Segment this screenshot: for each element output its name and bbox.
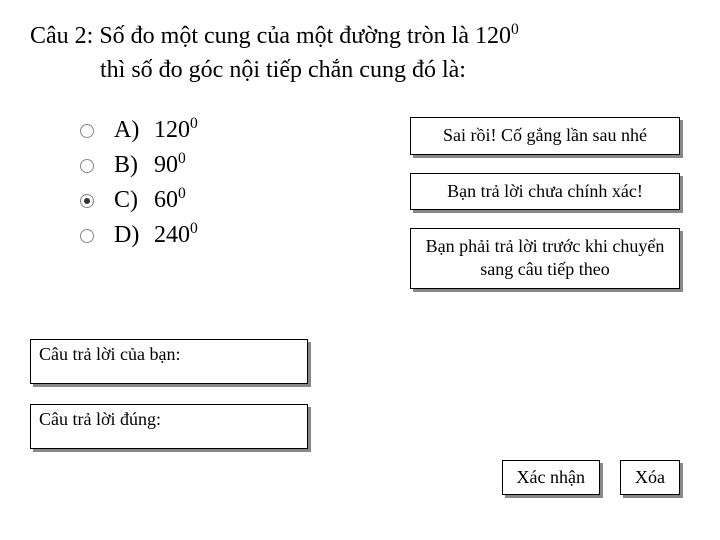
radio-a[interactable]: [80, 124, 94, 138]
question-line1-exp: 0: [511, 21, 519, 38]
clear-button[interactable]: Xóa: [620, 460, 680, 495]
option-d-label: D): [114, 222, 154, 249]
question-line2: thì số đo góc nội tiếp chắn cung đó là:: [30, 54, 690, 88]
option-d-value: 2400: [154, 222, 198, 249]
your-answer-box: Câu trả lời của bạn:: [30, 339, 308, 384]
radio-d[interactable]: [80, 229, 94, 243]
answer-boxes: Câu trả lời của bạn: Câu trả lời đúng:: [30, 339, 690, 449]
radio-b[interactable]: [80, 159, 94, 173]
question-text: Câu 2: Số đo một cung của một đường tròn…: [30, 20, 690, 87]
button-row: Xác nhận Xóa: [502, 460, 680, 495]
option-c-value: 600: [154, 187, 186, 214]
option-a-value: 1200: [154, 117, 198, 144]
option-d[interactable]: D) 2400: [80, 222, 198, 249]
options-list: A) 1200 B) 900 C) 600 D) 2400: [30, 117, 198, 257]
feedback-box-2: Bạn trả lời chưa chính xác!: [410, 173, 680, 210]
option-a[interactable]: A) 1200: [80, 117, 198, 144]
option-c[interactable]: C) 600: [80, 187, 198, 214]
option-b-label: B): [114, 152, 154, 179]
feedback-box-3: Bạn phải trả lời trước khi chuyển sang c…: [410, 228, 680, 289]
confirm-button[interactable]: Xác nhận: [502, 460, 600, 495]
feedback-column: Sai rồi! Cố gắng lần sau nhé Bạn trả lời…: [410, 117, 690, 289]
option-c-label: C): [114, 187, 154, 214]
option-b-value: 900: [154, 152, 186, 179]
radio-c[interactable]: [80, 194, 94, 208]
feedback-box-1: Sai rồi! Cố gắng lần sau nhé: [410, 117, 680, 154]
option-b[interactable]: B) 900: [80, 152, 198, 179]
correct-answer-box: Câu trả lời đúng:: [30, 404, 308, 449]
option-a-label: A): [114, 117, 154, 144]
question-line1-prefix: Câu 2: Số đo một cung của một đường tròn…: [30, 23, 511, 49]
